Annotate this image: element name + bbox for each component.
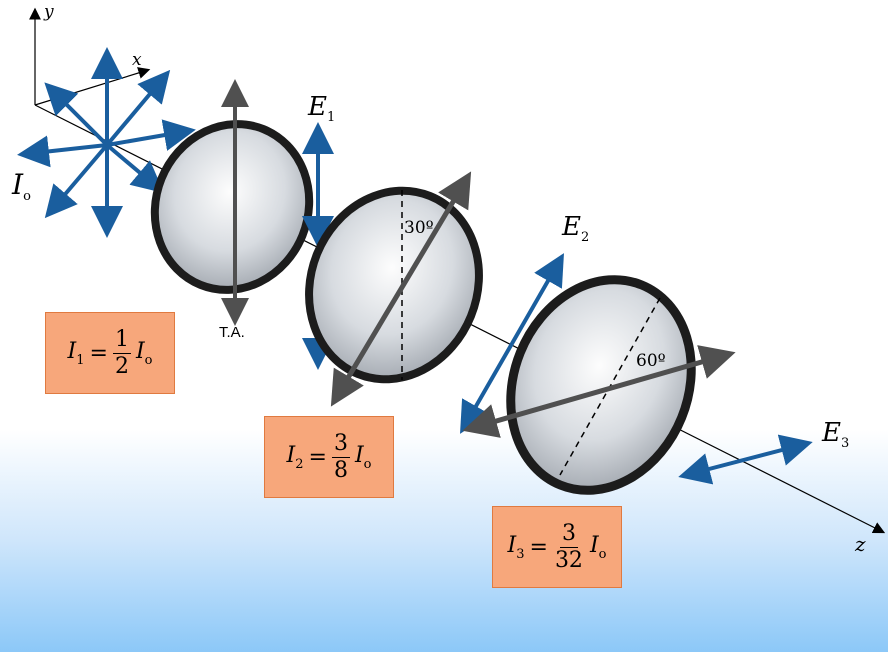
polarizer-3 (462, 275, 736, 495)
transmission-axis-3 (462, 345, 736, 438)
y-axis-label: y (44, 2, 54, 22)
i1-symbol: I1 (67, 338, 85, 368)
equals-sign: = (529, 534, 548, 560)
e3-arrow (678, 434, 813, 485)
z-axis-label: z (855, 532, 866, 556)
e2-label: E2 (562, 212, 590, 245)
i2-symbol: I2 (286, 442, 304, 472)
e1-label: E1 (308, 92, 336, 125)
polarizer-2 (305, 171, 483, 407)
transmission-axis-2 (330, 171, 472, 407)
angle-label-30: 30º (404, 218, 434, 238)
source-intensity-label: Io (12, 168, 31, 204)
io-factor: Io (354, 442, 372, 472)
io-factor: Io (589, 532, 607, 562)
e3-label: E3 (822, 418, 850, 451)
fraction: 3 32 (554, 520, 583, 573)
equals-sign: = (89, 340, 108, 366)
x-axis-label: x (132, 50, 142, 70)
unpolarized-light-icon (17, 47, 196, 238)
angle-label-60: 60º (636, 351, 666, 371)
i3-symbol: I3 (507, 532, 525, 562)
polarizer-1 (150, 79, 314, 326)
intensity-box-3: I3 = 3 32 Io (492, 506, 622, 588)
transmission-axis-label: T.A. (219, 324, 245, 341)
io-factor: Io (135, 338, 153, 368)
equals-sign: = (308, 444, 327, 470)
